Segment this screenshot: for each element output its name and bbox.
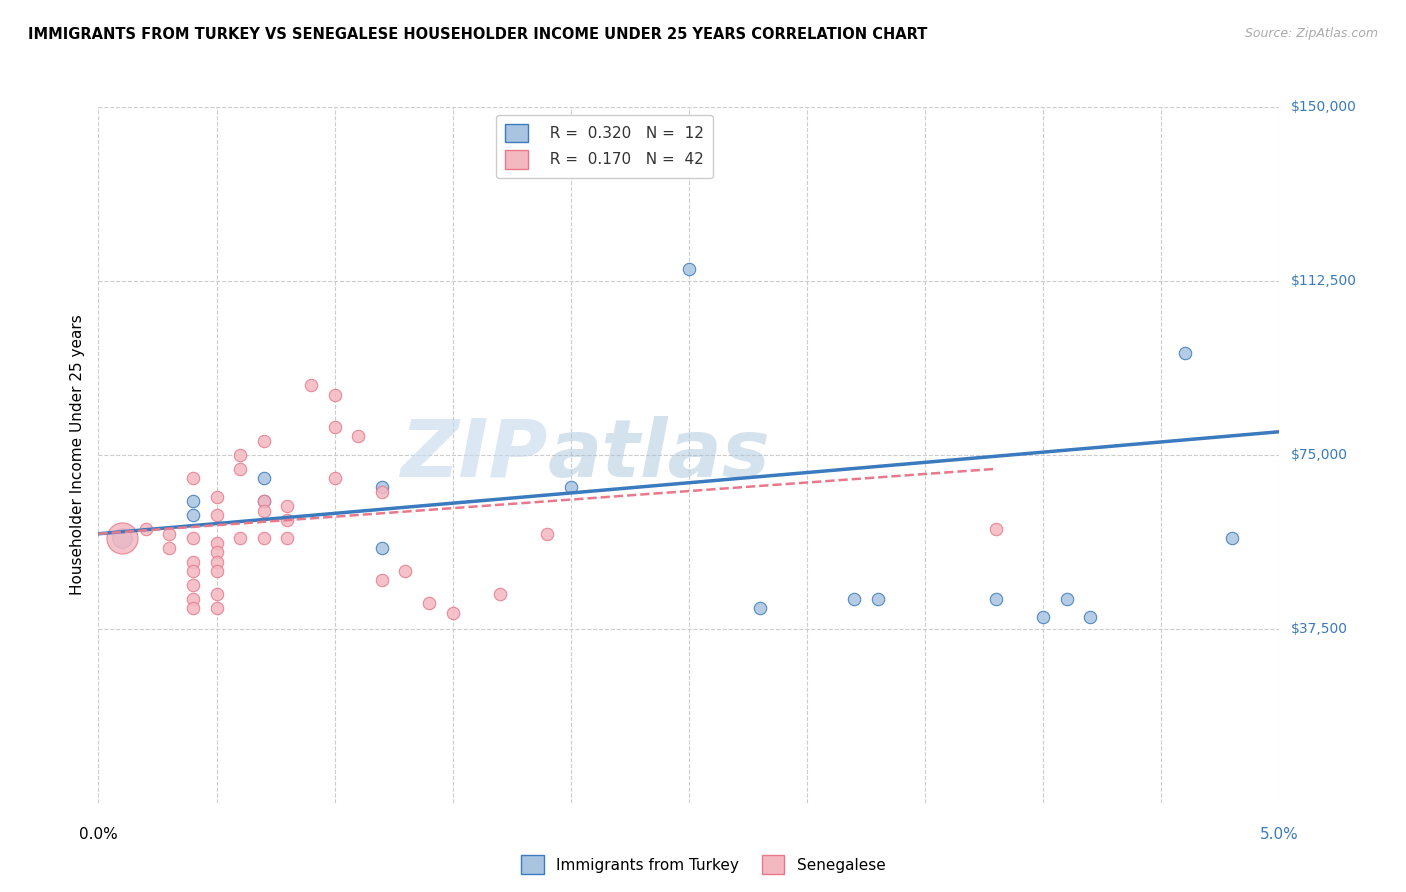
Point [253, 471, 276, 485]
Point [536, 526, 558, 541]
Point [984, 522, 1007, 536]
Point [205, 545, 228, 559]
Point [441, 606, 464, 620]
Point [253, 494, 276, 508]
Point [181, 494, 204, 508]
Point [205, 490, 228, 504]
Text: $37,500: $37,500 [1291, 622, 1348, 636]
Point [418, 596, 440, 610]
Point [181, 601, 204, 615]
Point [371, 480, 394, 494]
Point [748, 601, 770, 615]
Point [205, 564, 228, 578]
Point [1174, 346, 1197, 360]
Point [323, 471, 346, 485]
Point [229, 532, 252, 546]
Point [276, 499, 298, 513]
Text: Source: ZipAtlas.com: Source: ZipAtlas.com [1244, 27, 1378, 40]
Text: $150,000: $150,000 [1291, 100, 1357, 114]
Point [181, 564, 204, 578]
Text: atlas: atlas [547, 416, 770, 494]
Point [157, 526, 180, 541]
Point [111, 532, 134, 546]
Point [276, 532, 298, 546]
Point [1080, 610, 1102, 624]
Point [371, 573, 394, 587]
Point [205, 555, 228, 569]
Point [181, 532, 204, 546]
Point [229, 448, 252, 462]
Point [135, 522, 157, 536]
Point [181, 555, 204, 569]
Text: ZIP: ZIP [399, 416, 547, 494]
Point [984, 591, 1007, 606]
Point [276, 513, 298, 527]
Point [678, 262, 700, 277]
Point [299, 378, 322, 392]
Point [229, 462, 252, 476]
Point [253, 532, 276, 546]
Point [181, 591, 204, 606]
Point [181, 471, 204, 485]
Y-axis label: Householder Income Under 25 years: Householder Income Under 25 years [70, 315, 86, 595]
Point [157, 541, 180, 555]
Point [205, 587, 228, 601]
Point [1056, 591, 1078, 606]
Point [205, 536, 228, 550]
Point [205, 601, 228, 615]
Legend: Immigrants from Turkey, Senegalese: Immigrants from Turkey, Senegalese [515, 849, 891, 880]
Point [111, 532, 134, 546]
Point [181, 578, 204, 592]
Legend:   R =  0.320   N =  12,   R =  0.170   N =  42: R = 0.320 N = 12, R = 0.170 N = 42 [496, 115, 713, 178]
Point [844, 591, 866, 606]
Point [323, 420, 346, 434]
Point [1032, 610, 1054, 624]
Point [371, 541, 394, 555]
Point [489, 587, 512, 601]
Text: $75,000: $75,000 [1291, 448, 1348, 462]
Text: $112,500: $112,500 [1291, 274, 1357, 288]
Point [866, 591, 889, 606]
Point [560, 480, 582, 494]
Point [347, 429, 370, 443]
Point [253, 503, 276, 517]
Point [253, 434, 276, 448]
Text: IMMIGRANTS FROM TURKEY VS SENEGALESE HOUSEHOLDER INCOME UNDER 25 YEARS CORRELATI: IMMIGRANTS FROM TURKEY VS SENEGALESE HOU… [28, 27, 928, 42]
Text: 5.0%: 5.0% [1260, 827, 1299, 841]
Point [205, 508, 228, 523]
Point [371, 485, 394, 500]
Point [394, 564, 416, 578]
Point [181, 508, 204, 523]
Point [323, 387, 346, 401]
Point [1220, 532, 1243, 546]
Text: 0.0%: 0.0% [79, 827, 118, 841]
Point [253, 494, 276, 508]
